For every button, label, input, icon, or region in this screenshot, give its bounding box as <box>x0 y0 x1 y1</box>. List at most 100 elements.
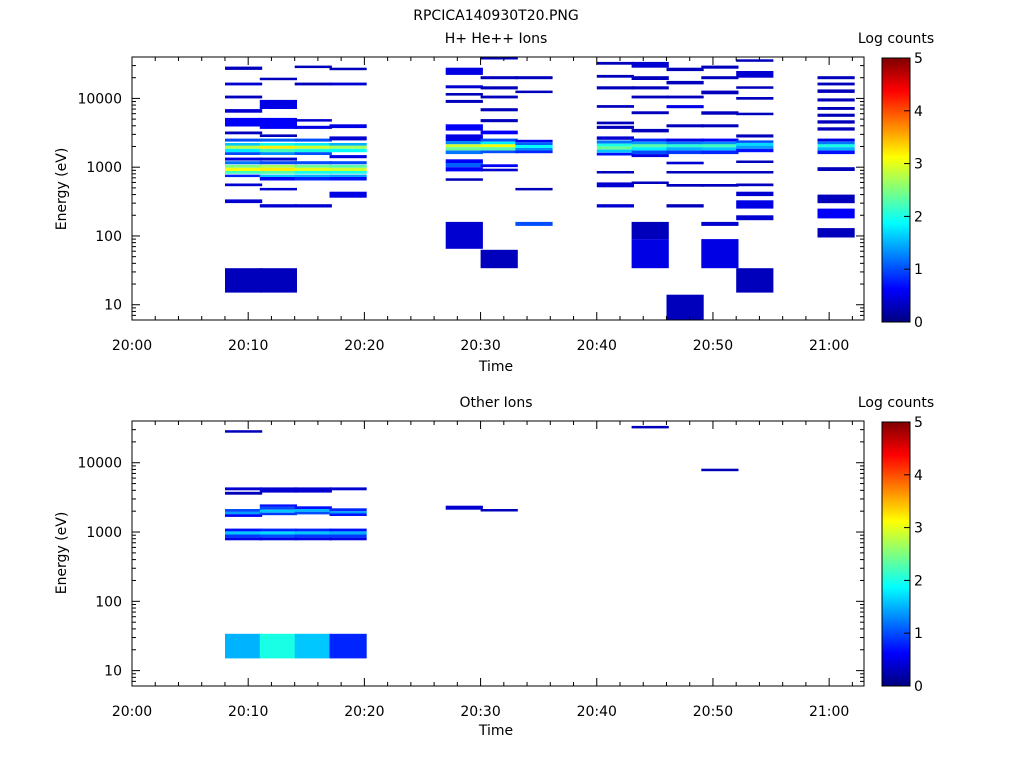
heatmap-cell <box>329 155 367 159</box>
heatmap-cell <box>329 191 367 198</box>
heatmap-cell <box>259 509 297 513</box>
heatmap-cell <box>631 147 669 151</box>
heatmap-cell <box>225 430 263 433</box>
heatmap-cell <box>736 268 774 293</box>
plot-frame <box>131 56 865 321</box>
heatmap-cell <box>666 67 704 72</box>
x-tick-label: 20:20 <box>344 338 384 354</box>
y-tick-label: 10000 <box>77 91 122 107</box>
heatmap-cell <box>294 152 332 155</box>
heatmap-cell <box>225 531 263 535</box>
heatmap-cells <box>225 425 739 659</box>
heatmap-cell <box>294 164 332 168</box>
heatmap-cell <box>329 167 367 171</box>
heatmap-cell <box>225 511 263 515</box>
heatmap-cell <box>631 150 669 155</box>
heatmap-cell <box>666 294 704 320</box>
x-axis-label: Time <box>478 723 513 739</box>
colorbar-tick-label: 3 <box>914 521 923 537</box>
heatmap-cell <box>294 487 332 493</box>
heatmap-cell <box>596 152 634 156</box>
heatmap-cell <box>294 531 332 535</box>
x-tick-label: 20:10 <box>228 704 268 720</box>
heatmap-cell <box>666 147 704 151</box>
heatmap-cell <box>259 633 297 659</box>
heatmap-cell <box>225 487 263 491</box>
heatmap-cell <box>666 95 704 99</box>
heatmap-cell <box>736 140 774 143</box>
heatmap-cell <box>259 143 297 146</box>
x-tick-label: 20:30 <box>460 704 500 720</box>
heatmap-cell <box>294 171 332 174</box>
heatmap-cell <box>596 74 634 78</box>
heatmap-cell <box>329 143 367 146</box>
heatmap-cell <box>225 537 263 541</box>
colorbar-tick-label: 5 <box>914 51 923 67</box>
heatmap-cell <box>631 95 669 99</box>
heatmap-cell <box>736 183 774 187</box>
x-tick-label: 20:10 <box>228 338 268 354</box>
heatmap-cell <box>259 507 297 510</box>
heatmap-cell <box>596 136 634 140</box>
heatmap-cell <box>225 157 263 161</box>
heatmap-cell <box>596 125 634 129</box>
heatmap-cell <box>225 199 263 204</box>
x-tick-label: 20:40 <box>577 338 617 354</box>
heatmap-cell <box>329 177 367 181</box>
colorbar-tick-label: 2 <box>914 209 923 225</box>
heatmap-cell <box>294 528 332 532</box>
heatmap-cell <box>736 148 774 153</box>
heatmap-cell <box>259 117 297 129</box>
axes: 20:00 20:10 20:20 20:30 20:40 20:50 21:00 10 100… <box>77 420 864 720</box>
heatmap-cell <box>631 154 669 158</box>
heatmap-cell <box>817 208 855 219</box>
heatmap-cell <box>445 67 483 75</box>
colorbar-tick-label: 3 <box>914 157 923 173</box>
heatmap-cell <box>701 90 739 95</box>
colorbar-label: Log counts <box>858 31 934 47</box>
y-tick-label: 10 <box>104 298 122 314</box>
heatmap-cell <box>480 144 518 148</box>
y-tick-label: 100 <box>95 594 122 610</box>
heatmap-cell <box>817 194 855 204</box>
heatmap-cell <box>259 164 297 168</box>
y-tick-label: 1000 <box>86 525 122 541</box>
heatmap-cell <box>294 534 332 538</box>
heatmap-cell <box>329 136 367 141</box>
heatmap-cell <box>225 509 263 512</box>
heatmap-cell <box>736 200 774 209</box>
y-axis-label: Energy (eV) <box>54 148 70 231</box>
heatmap-cell <box>294 167 332 171</box>
heatmap-cell <box>736 71 774 78</box>
heatmap-cell <box>225 167 263 171</box>
heatmap-cell <box>259 99 297 109</box>
panel-title: Other Ions <box>459 395 532 411</box>
heatmap-cell <box>225 152 263 155</box>
heatmap-cell <box>596 171 634 174</box>
heatmap-cell <box>445 150 483 155</box>
heatmap-cell <box>225 174 263 178</box>
heatmap-cell <box>480 164 518 168</box>
heatmap-cell <box>445 99 483 103</box>
heatmap-cell <box>259 504 297 507</box>
heatmap-cell <box>666 204 704 208</box>
x-axis-label: Time <box>478 359 513 375</box>
heatmap-cell <box>736 134 774 138</box>
heatmap-cell <box>701 150 739 155</box>
heatmap-cell <box>701 171 739 174</box>
heatmap-cell <box>445 144 483 148</box>
heatmap-cell <box>480 76 518 80</box>
heatmap-cell <box>294 143 332 146</box>
heatmap-cell <box>631 141 669 145</box>
heatmap-cell <box>736 215 774 221</box>
heatmap-cell <box>225 95 263 99</box>
heatmap-cell <box>631 239 669 269</box>
heatmap-cell <box>329 171 367 174</box>
x-tick-label: 20:50 <box>693 338 733 354</box>
heatmap-cell <box>259 537 297 541</box>
heatmap-cell <box>225 117 263 127</box>
heatmap-cell <box>225 109 263 113</box>
heatmap-cell <box>225 514 263 517</box>
heatmap-cell <box>701 239 739 269</box>
heatmap-cell <box>701 184 739 187</box>
